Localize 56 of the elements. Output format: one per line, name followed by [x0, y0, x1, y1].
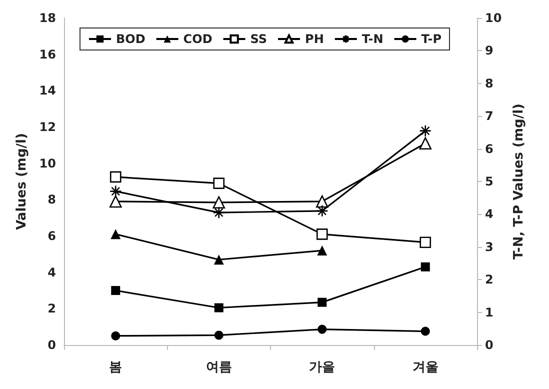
point	[109, 185, 122, 198]
point	[110, 171, 122, 183]
legend-label: COD	[183, 32, 212, 46]
point	[420, 262, 430, 272]
y2-tick-label: 5	[485, 174, 494, 188]
y-tick-label: 2	[48, 302, 56, 316]
y-axis-title: Values (mg/l)	[14, 133, 30, 230]
point	[420, 326, 430, 336]
y-tick-label: 10	[39, 156, 56, 170]
x-tick-label: 봄	[109, 360, 122, 375]
point	[317, 246, 328, 256]
y2-tick-label: 8	[485, 76, 494, 90]
y-tick-label: 16	[39, 47, 56, 62]
point	[214, 303, 224, 312]
point	[213, 178, 225, 189]
legend-label: T-N	[362, 32, 384, 46]
point	[214, 254, 224, 265]
point	[111, 331, 120, 340]
point	[316, 228, 328, 240]
legend-label: BOD	[116, 32, 146, 46]
y2-tick-label: 7	[485, 109, 494, 124]
y-tick-label: 8	[48, 192, 56, 207]
point	[419, 137, 432, 150]
y-tick-label: 6	[48, 229, 56, 243]
point	[111, 286, 120, 295]
y-tick-label: 14	[39, 84, 56, 98]
y2-tick-label: 9	[485, 44, 494, 58]
y2-tick-label: 3	[485, 240, 494, 254]
x-tick-label: 겨울	[412, 360, 438, 375]
legend-label: SS	[250, 32, 268, 46]
x-tick-label: 가을	[309, 360, 336, 375]
y2-tick-label: 0	[485, 338, 494, 352]
y-tick-label: 12	[39, 120, 56, 134]
y2-axis-title: T-N, T-P Values (mg/l)	[512, 104, 527, 260]
point	[420, 236, 432, 248]
y2-tick-label: 10	[485, 11, 502, 25]
point	[109, 195, 122, 208]
y2-tick-label: 6	[485, 142, 494, 156]
y-tick-label: 18	[39, 11, 56, 25]
point	[419, 124, 432, 137]
y-tick-label: 0	[48, 338, 56, 352]
x-tick-label: 여름	[206, 360, 232, 375]
point	[110, 229, 121, 240]
point	[318, 298, 327, 307]
point	[316, 195, 328, 208]
y-tick-label: 4	[48, 265, 56, 280]
point	[212, 206, 226, 219]
point	[214, 330, 224, 340]
legend-label: T-P	[421, 32, 442, 46]
point	[316, 204, 328, 218]
y2-tick-label: 1	[485, 305, 494, 320]
point	[212, 196, 226, 209]
point	[318, 324, 327, 334]
y2-tick-label: 4	[485, 207, 494, 222]
y2-tick-label: 2	[485, 272, 494, 287]
legend-label: PH	[305, 32, 324, 46]
